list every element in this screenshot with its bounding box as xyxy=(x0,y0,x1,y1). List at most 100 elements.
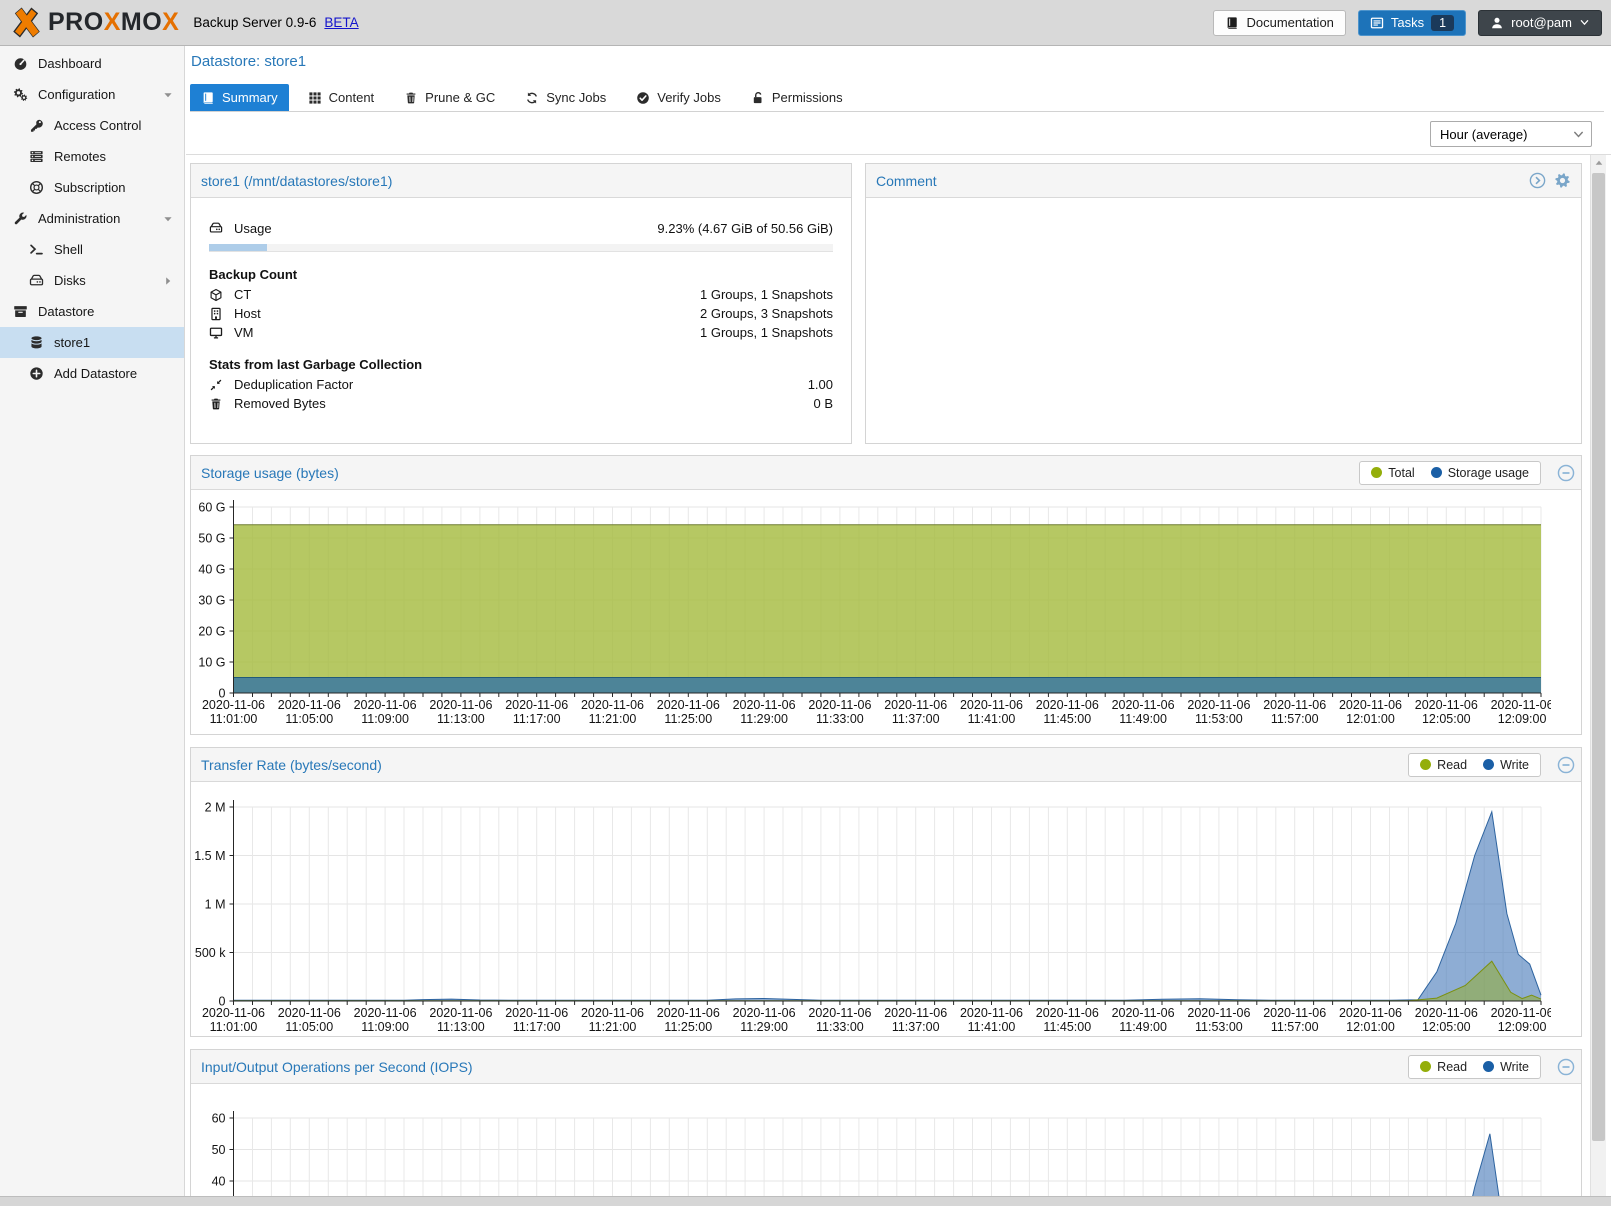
documentation-button[interactable]: Documentation xyxy=(1213,10,1345,36)
svg-text:2020-11-06: 2020-11-06 xyxy=(657,698,720,712)
sidebar-item-administration[interactable]: Administration xyxy=(0,203,184,234)
chevron-down-icon[interactable] xyxy=(1565,128,1591,141)
task-list-icon xyxy=(1370,16,1384,30)
legend-label: Write xyxy=(1500,758,1529,772)
plus-circle-icon xyxy=(29,366,44,381)
sidebar-item-datastore[interactable]: Datastore xyxy=(0,296,184,327)
server-list-icon xyxy=(29,149,44,164)
sidebar-item-add-datastore[interactable]: Add Datastore xyxy=(0,358,184,389)
sidebar-item-shell[interactable]: Shell xyxy=(0,234,184,265)
book-icon xyxy=(1225,16,1239,30)
chevron-down-icon xyxy=(1579,17,1590,28)
comment-title: Comment xyxy=(876,173,937,189)
user-menu-button[interactable]: root@pam xyxy=(1478,10,1602,36)
tab-verify-jobs[interactable]: Verify Jobs xyxy=(625,84,732,111)
legend-item-total[interactable]: Total xyxy=(1371,466,1414,480)
backup-count-header: Backup Count xyxy=(209,267,833,285)
sidebar-item-store1[interactable]: store1 xyxy=(0,327,184,358)
username-label: root@pam xyxy=(1511,15,1572,30)
caret-right-icon[interactable] xyxy=(162,275,174,287)
svg-text:2020-11-06: 2020-11-06 xyxy=(808,698,871,712)
svg-text:2020-11-06: 2020-11-06 xyxy=(1491,1006,1551,1020)
legend-item-read[interactable]: Read xyxy=(1420,758,1467,772)
collapse-circle-minus-icon[interactable] xyxy=(1557,464,1575,482)
chart-header: Transfer Rate (bytes/second) Read Write xyxy=(191,748,1581,782)
sidebar-item-access-control[interactable]: Access Control xyxy=(0,110,184,141)
chart-title: Storage usage (bytes) xyxy=(201,465,339,481)
sidebar-item-remotes[interactable]: Remotes xyxy=(0,141,184,172)
legend-item-storage-usage[interactable]: Storage usage xyxy=(1431,466,1529,480)
comment-header: Comment xyxy=(866,164,1581,198)
tab-permissions[interactable]: Permissions xyxy=(740,84,854,111)
svg-text:11:57:00: 11:57:00 xyxy=(1271,1020,1319,1034)
user-icon xyxy=(1490,16,1504,30)
count-value: 1 Groups, 1 Snapshots xyxy=(700,287,833,302)
count-value: 2 Groups, 3 Snapshots xyxy=(700,306,833,321)
caret-down-icon[interactable] xyxy=(162,89,174,101)
svg-text:11:01:00: 11:01:00 xyxy=(210,712,258,726)
svg-text:12:05:00: 12:05:00 xyxy=(1422,1020,1471,1034)
svg-text:40 G: 40 G xyxy=(198,563,225,577)
svg-text:2020-11-06: 2020-11-06 xyxy=(1491,698,1551,712)
tasks-count-badge: 1 xyxy=(1431,15,1454,31)
sidebar-item-label: Subscription xyxy=(54,180,126,195)
sidebar-item-subscription[interactable]: Subscription xyxy=(0,172,184,203)
legend-item-read[interactable]: Read xyxy=(1420,1060,1467,1074)
chart-plot-storage-usage-bytes: 010 G20 G30 G40 G50 G60 G2020-11-0611:01… xyxy=(191,490,1551,735)
tab-content[interactable]: Content xyxy=(297,84,386,111)
collapse-circle-minus-icon[interactable] xyxy=(1557,756,1575,774)
book-icon xyxy=(1225,16,1239,30)
chart-panel-transfer-rate-bytes-second: Transfer Rate (bytes/second) Read Write … xyxy=(190,747,1582,1037)
server-list-icon xyxy=(28,149,45,164)
gc-row-removed-bytes: Removed Bytes 0 B xyxy=(209,394,833,413)
legend-dot-icon xyxy=(1431,467,1442,478)
unlock-icon xyxy=(751,91,765,105)
svg-text:40: 40 xyxy=(212,1175,226,1189)
dashboard-icon xyxy=(12,56,29,71)
svg-text:11:21:00: 11:21:00 xyxy=(589,1020,637,1034)
svg-text:2020-11-06: 2020-11-06 xyxy=(884,698,947,712)
svg-text:2020-11-06: 2020-11-06 xyxy=(429,1006,492,1020)
comment-panel: Comment xyxy=(865,163,1582,444)
sidebar-item-configuration[interactable]: Configuration xyxy=(0,79,184,110)
beta-link[interactable]: BETA xyxy=(324,15,358,30)
usage-value: 9.23% (4.67 GiB of 50.56 GiB) xyxy=(657,221,833,236)
backup-count-row-ct: CT 1 Groups, 1 Snapshots xyxy=(209,285,833,304)
tab-sync-jobs[interactable]: Sync Jobs xyxy=(514,84,617,111)
svg-text:11:13:00: 11:13:00 xyxy=(437,712,485,726)
chart-canvas: 0500 k1 M1.5 M2 M2020-11-0611:01:002020-… xyxy=(191,782,1581,1037)
gear-icon[interactable] xyxy=(1554,172,1571,189)
collapse-circle-minus-icon[interactable] xyxy=(1557,1058,1575,1076)
time-range-select[interactable]: Hour (average) xyxy=(1430,121,1592,147)
expand-circle-chevron-icon[interactable] xyxy=(1529,172,1546,189)
sidebar-item-label: Datastore xyxy=(38,304,94,319)
legend-item-write[interactable]: Write xyxy=(1483,1060,1529,1074)
chart-panel-storage-usage-bytes: Storage usage (bytes) Total Storage usag… xyxy=(190,455,1582,735)
tab-prune-gc[interactable]: Prune & GC xyxy=(393,84,506,111)
tasks-button[interactable]: Tasks 1 xyxy=(1358,10,1466,36)
check-circle-icon xyxy=(636,91,650,105)
svg-text:11:45:00: 11:45:00 xyxy=(1043,1020,1091,1034)
sidebar-item-disks[interactable]: Disks xyxy=(0,265,184,296)
scrollbar-thumb[interactable] xyxy=(1592,173,1605,1141)
sidebar-item-dashboard[interactable]: Dashboard xyxy=(0,48,184,79)
scroll-up-arrow-icon[interactable] xyxy=(1591,157,1606,171)
sidebar-nav: Dashboard Configuration Access Control R… xyxy=(0,46,185,1206)
svg-text:1 M: 1 M xyxy=(205,898,226,912)
host-icon xyxy=(209,307,225,321)
svg-text:11:53:00: 11:53:00 xyxy=(1195,1020,1243,1034)
tab-summary[interactable]: Summary xyxy=(190,84,289,111)
svg-text:2020-11-06: 2020-11-06 xyxy=(505,1006,568,1020)
life-ring-icon xyxy=(28,180,45,195)
desktop-icon xyxy=(209,326,223,340)
vertical-scrollbar[interactable] xyxy=(1590,155,1606,1206)
legend-dot-icon xyxy=(1483,1061,1494,1072)
svg-text:11:17:00: 11:17:00 xyxy=(513,712,561,726)
sync-icon xyxy=(525,91,539,105)
caret-down-icon[interactable] xyxy=(162,213,174,225)
comment-body[interactable] xyxy=(866,198,1581,222)
svg-text:2020-11-06: 2020-11-06 xyxy=(733,1006,796,1020)
legend-item-write[interactable]: Write xyxy=(1483,758,1529,772)
tab-label: Sync Jobs xyxy=(546,90,606,105)
svg-text:11:17:00: 11:17:00 xyxy=(513,1020,561,1034)
